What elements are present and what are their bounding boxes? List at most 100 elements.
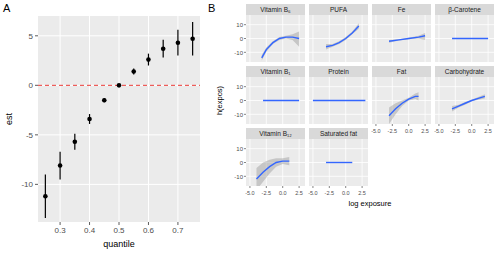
grid-line [309,100,368,101]
grid-line [435,52,494,53]
facet-marks [452,38,488,39]
tick-mark [392,124,393,126]
grid-line [309,24,368,25]
panel-label: B [208,2,215,14]
tick-label: 2.5 [421,128,429,134]
facet-background [309,77,368,124]
grid-line [309,52,368,53]
grid-line [246,114,305,115]
point [161,46,166,51]
grid-line [362,15,363,62]
grid-line [309,86,368,87]
tick-mark [375,124,376,126]
grid-line [246,176,305,177]
point [131,69,136,74]
grid-line [246,52,305,53]
curve [313,100,365,101]
tick-label: 0.4 [84,226,96,235]
tick-mark [177,222,178,225]
confidence-band [326,23,359,49]
tick-mark [244,100,246,101]
plot-background [38,16,200,222]
strip-label: Vitamin B₁ [261,68,292,75]
strip [435,4,494,15]
grid-line [249,77,250,124]
facet-background [435,15,494,62]
grid-line [435,24,494,25]
strip-label: Vitamin B₁₂ [259,130,292,137]
grid-line [372,114,431,115]
tick-label: -5.0 [308,190,317,196]
tick-mark [35,184,38,185]
facet-marks [452,94,485,111]
strip [246,66,305,77]
figure: A-10-5050.30.40.50.60.7estquantileBVitam… [0,0,500,255]
point [102,98,107,103]
grid-line [148,16,149,222]
axis-title: h(expos) [215,85,224,115]
tick-mark [488,124,489,126]
facet-marks [263,100,299,101]
tick-label: 0.0 [405,128,413,134]
tick-label: 0.0 [279,190,287,196]
grid-line [375,15,376,62]
tick-mark [282,186,283,188]
tick-label: 2.5 [295,190,303,196]
strip [372,4,431,15]
tick-label: 0 [29,81,34,90]
facet-marks [262,32,299,61]
grid-line [372,24,431,25]
tick-mark [312,186,313,188]
grid-line [246,148,305,149]
grid-line [299,139,300,186]
tick-mark [438,124,439,126]
tick-mark [244,148,246,149]
strip-label: Protein [328,68,349,75]
point [176,40,181,45]
facet-marks [389,92,419,124]
tick-mark [244,114,246,115]
grid-line [309,148,368,149]
tick-mark [425,124,426,126]
tick-mark [362,186,363,188]
tick-label: -10 [21,180,33,189]
tick-label: -5 [26,131,34,140]
tick-label: -5.0 [371,128,380,134]
strip-label: Vitamin B₆ [260,6,291,13]
tick-mark [244,52,246,53]
grid-line [488,77,489,124]
tick-label: -5.0 [434,128,443,134]
curve [263,100,299,101]
curve [326,162,352,163]
tick-label: 0.0 [342,190,350,196]
facet-marks [313,100,365,101]
grid-line [375,77,376,124]
grid-line [435,100,494,101]
confidence-band [389,33,425,43]
strip-label: β-Carotene [448,6,481,14]
tick-label: -5.0 [245,190,254,196]
grid-line [309,114,368,115]
facet-background [246,15,305,62]
tick-label: 10 [236,22,243,28]
grid-line [438,77,439,124]
grid-line [362,139,363,186]
tick-mark [408,124,409,126]
tick-label: 0.6 [143,226,155,235]
facet-background [246,77,305,124]
curve [389,96,419,115]
grid-line [266,15,267,62]
strip-label: Fat [397,68,407,75]
facet-background [372,15,431,62]
curve [326,26,359,47]
tick-mark [244,86,246,87]
curve [452,38,488,39]
tick-label: 0 [240,160,244,166]
grid-line [309,38,368,39]
point [190,36,195,41]
curve [262,37,299,58]
grid-line [246,24,305,25]
tick-label: -10 [234,112,243,118]
tick-mark [244,38,246,39]
facet-background [435,77,494,124]
